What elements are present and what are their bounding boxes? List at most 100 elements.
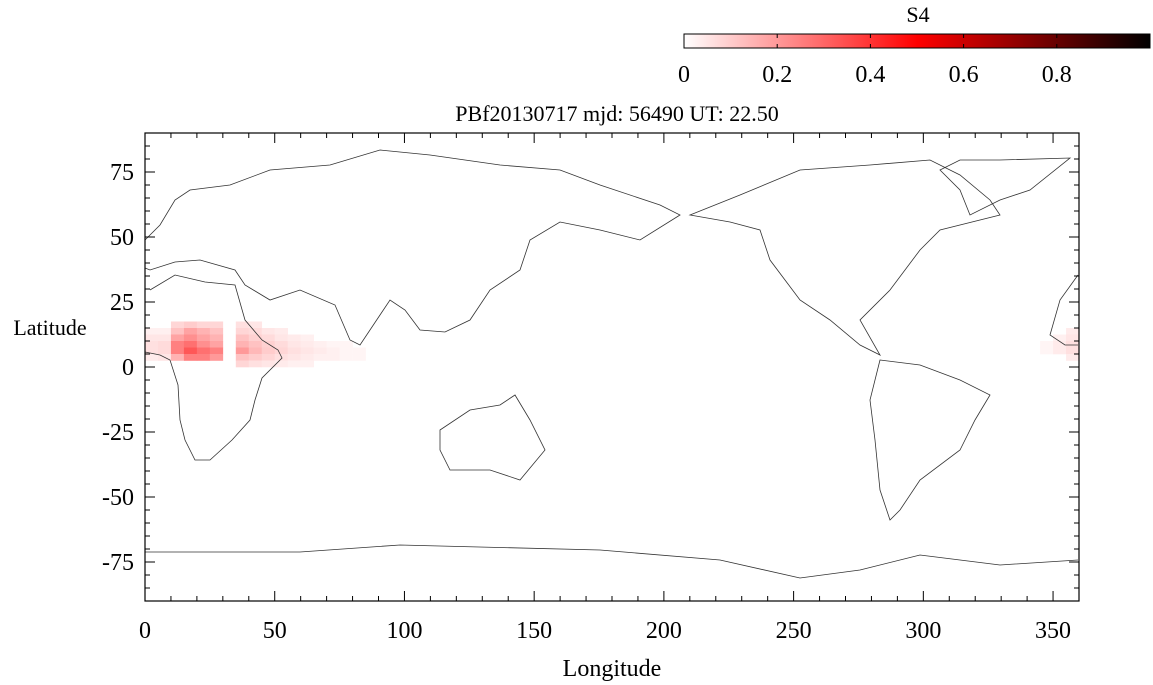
y-axis-label: Latitude xyxy=(13,315,86,340)
heatmap-cell xyxy=(183,341,198,348)
heatmap-cell xyxy=(339,341,353,348)
x-tick-label: 50 xyxy=(263,618,287,644)
heatmap-cell xyxy=(287,334,301,342)
x-tick-label: 300 xyxy=(905,618,941,644)
heatmap-cell xyxy=(157,334,172,342)
colorbar-tick-label: 0.4 xyxy=(855,62,885,88)
heatmap-cell xyxy=(1066,328,1080,335)
heatmap-cell xyxy=(196,334,211,342)
heatmap-cell xyxy=(274,334,288,342)
heatmap-cell xyxy=(352,347,366,355)
heatmap-cell xyxy=(183,347,198,355)
heatmap-cell xyxy=(145,334,159,342)
heatmap-cell xyxy=(1066,341,1080,348)
heatmap-cell xyxy=(248,354,263,361)
heatmap-cell xyxy=(287,360,301,368)
y-tick-label: 0 xyxy=(122,355,134,381)
heatmap-cell xyxy=(170,328,185,335)
heatmap-cell xyxy=(209,321,224,329)
heatmap-cell xyxy=(157,328,172,335)
heatmap-cell xyxy=(183,321,198,329)
heatmap-cell xyxy=(261,354,276,361)
coastline-australia xyxy=(439,394,546,481)
x-tick-labels: 0 50 100 150 200 250 300 350 xyxy=(139,618,1071,644)
x-tick-label: 350 xyxy=(1035,618,1071,644)
heatmap-cell xyxy=(196,354,211,361)
heatmap-cell xyxy=(352,354,366,361)
heatmap-cell xyxy=(261,334,276,342)
heatmap-cell xyxy=(235,328,250,335)
coastlines xyxy=(144,149,1079,579)
heatmap-cell xyxy=(183,328,198,335)
colorbar-tick-label: 0.6 xyxy=(949,62,979,88)
x-tick-label: 100 xyxy=(386,618,422,644)
heatmap-cell xyxy=(300,360,314,368)
colorbar-label: S4 xyxy=(906,2,929,27)
heatmap-cell xyxy=(235,354,250,361)
heatmap-cell xyxy=(1066,354,1080,361)
heatmap-cell xyxy=(339,354,353,361)
coastline-south-america xyxy=(869,359,991,521)
heatmap-cell xyxy=(1053,341,1067,348)
heatmap-cell xyxy=(145,347,159,355)
heatmap-cell xyxy=(235,321,250,329)
heatmap-cell xyxy=(170,321,185,329)
heatmap-cell xyxy=(170,347,185,355)
colorbar-ticks: 0 0.2 0.4 0.6 0.8 xyxy=(678,34,1072,88)
heatmap-cell xyxy=(235,334,250,342)
heatmap-cell xyxy=(209,347,224,355)
y-tick-label: 50 xyxy=(110,225,134,251)
x-tick-label: 250 xyxy=(776,618,812,644)
heatmap-cell xyxy=(1040,341,1054,348)
heatmap-cell xyxy=(287,354,301,361)
heatmap-cell xyxy=(287,341,301,348)
coastline-west-africa-east-edge xyxy=(1049,274,1079,346)
x-tick-label: 200 xyxy=(646,618,682,644)
heatmap-cell xyxy=(248,341,263,348)
heatmap-cell xyxy=(248,334,263,342)
y-tick-label: 75 xyxy=(110,160,134,186)
heatmap-cell xyxy=(326,341,340,348)
heatmap-cell xyxy=(1066,334,1080,342)
heatmap-cell xyxy=(326,347,340,355)
heatmap-cell xyxy=(157,341,172,348)
heatmap-cell xyxy=(157,347,172,355)
heatmap-cell xyxy=(235,360,250,368)
heatmap-cell xyxy=(248,321,263,329)
heatmap-cell xyxy=(1053,334,1067,342)
coastline-africa xyxy=(144,274,283,461)
heatmap-cell xyxy=(274,347,288,355)
heatmap-cell xyxy=(261,328,276,335)
heatmap-cell xyxy=(326,354,340,361)
x-tick-label: 150 xyxy=(516,618,552,644)
heatmap-cell xyxy=(235,341,250,348)
heatmap-cell xyxy=(196,341,211,348)
heatmap-cell xyxy=(248,328,263,335)
coastline-antarctica xyxy=(145,544,1079,579)
heatmap-cell xyxy=(145,328,159,335)
y-tick-label: -50 xyxy=(102,485,134,511)
heatmap-cell xyxy=(261,360,276,368)
heatmap-cell xyxy=(300,341,314,348)
heatmap-cell xyxy=(274,360,288,368)
heatmap-cell xyxy=(235,347,250,355)
heatmap-cell xyxy=(183,334,198,342)
heatmap-cell xyxy=(248,360,263,368)
heatmap-cell xyxy=(209,354,224,361)
heatmap-cell xyxy=(300,334,314,342)
heatmap-cell xyxy=(183,354,198,361)
heatmap-cell xyxy=(261,347,276,355)
heatmap-cell xyxy=(209,334,224,342)
heatmap-cell xyxy=(274,341,288,348)
colorbar-tick-label: 0 xyxy=(678,62,690,88)
heatmap-cell xyxy=(1040,347,1054,355)
coastline-north-america xyxy=(688,159,1001,356)
heatmap-cell xyxy=(145,354,159,361)
heatmap-cell xyxy=(196,347,211,355)
axis-ticks xyxy=(144,132,1080,602)
heatmap-cell xyxy=(1066,347,1080,355)
heatmap-cell xyxy=(170,354,185,361)
y-tick-label: 25 xyxy=(110,290,134,316)
heatmap-cell xyxy=(196,328,211,335)
